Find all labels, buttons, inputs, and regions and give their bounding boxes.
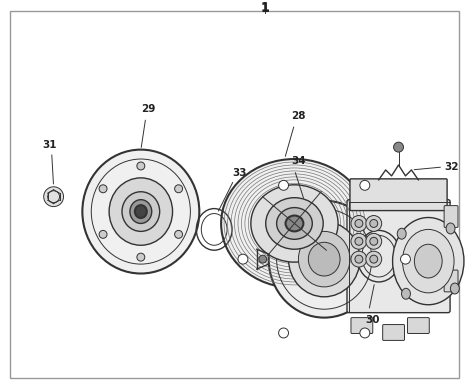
Circle shape bbox=[279, 180, 288, 190]
Ellipse shape bbox=[130, 200, 152, 223]
FancyBboxPatch shape bbox=[444, 270, 458, 292]
Text: 34: 34 bbox=[291, 156, 306, 166]
Circle shape bbox=[393, 142, 403, 152]
Circle shape bbox=[99, 185, 107, 193]
FancyBboxPatch shape bbox=[350, 179, 447, 211]
FancyBboxPatch shape bbox=[408, 318, 429, 334]
Text: 28: 28 bbox=[291, 111, 306, 122]
Text: 31: 31 bbox=[42, 140, 57, 150]
Circle shape bbox=[238, 254, 248, 264]
Circle shape bbox=[370, 255, 378, 263]
Ellipse shape bbox=[298, 231, 350, 287]
Text: 33: 33 bbox=[233, 168, 247, 178]
Circle shape bbox=[355, 255, 363, 263]
FancyBboxPatch shape bbox=[383, 325, 404, 341]
Ellipse shape bbox=[397, 228, 406, 239]
Circle shape bbox=[370, 237, 378, 245]
Circle shape bbox=[279, 328, 288, 338]
Circle shape bbox=[99, 230, 107, 238]
Ellipse shape bbox=[122, 192, 159, 231]
Ellipse shape bbox=[109, 178, 173, 245]
Circle shape bbox=[137, 253, 145, 261]
Circle shape bbox=[401, 254, 410, 264]
Circle shape bbox=[366, 251, 382, 267]
Circle shape bbox=[351, 216, 367, 231]
Circle shape bbox=[259, 255, 267, 263]
Ellipse shape bbox=[401, 288, 410, 299]
Text: 1: 1 bbox=[260, 2, 269, 15]
Circle shape bbox=[355, 237, 363, 245]
Circle shape bbox=[360, 328, 370, 338]
Text: 30: 30 bbox=[365, 315, 380, 325]
Ellipse shape bbox=[135, 205, 147, 218]
Circle shape bbox=[366, 216, 382, 231]
Circle shape bbox=[360, 180, 370, 190]
Ellipse shape bbox=[415, 244, 442, 278]
Circle shape bbox=[351, 233, 367, 249]
Ellipse shape bbox=[308, 242, 340, 276]
Circle shape bbox=[44, 187, 63, 207]
Circle shape bbox=[137, 162, 145, 170]
Ellipse shape bbox=[277, 207, 312, 239]
Text: 29: 29 bbox=[142, 104, 156, 115]
Ellipse shape bbox=[221, 159, 368, 288]
Ellipse shape bbox=[286, 216, 303, 231]
FancyBboxPatch shape bbox=[351, 318, 373, 334]
Text: 32: 32 bbox=[444, 162, 458, 172]
FancyBboxPatch shape bbox=[444, 205, 458, 228]
Ellipse shape bbox=[393, 217, 464, 305]
Text: 1: 1 bbox=[260, 1, 269, 14]
Circle shape bbox=[355, 219, 363, 228]
Circle shape bbox=[351, 251, 367, 267]
Ellipse shape bbox=[266, 198, 323, 249]
Circle shape bbox=[370, 219, 378, 228]
Circle shape bbox=[174, 185, 182, 193]
Ellipse shape bbox=[402, 229, 454, 293]
Circle shape bbox=[366, 233, 382, 249]
Ellipse shape bbox=[269, 201, 380, 318]
FancyBboxPatch shape bbox=[347, 200, 450, 313]
Ellipse shape bbox=[288, 221, 360, 297]
Circle shape bbox=[174, 230, 182, 238]
Ellipse shape bbox=[251, 185, 338, 262]
Ellipse shape bbox=[446, 223, 455, 234]
Ellipse shape bbox=[83, 150, 199, 274]
Ellipse shape bbox=[450, 283, 459, 294]
